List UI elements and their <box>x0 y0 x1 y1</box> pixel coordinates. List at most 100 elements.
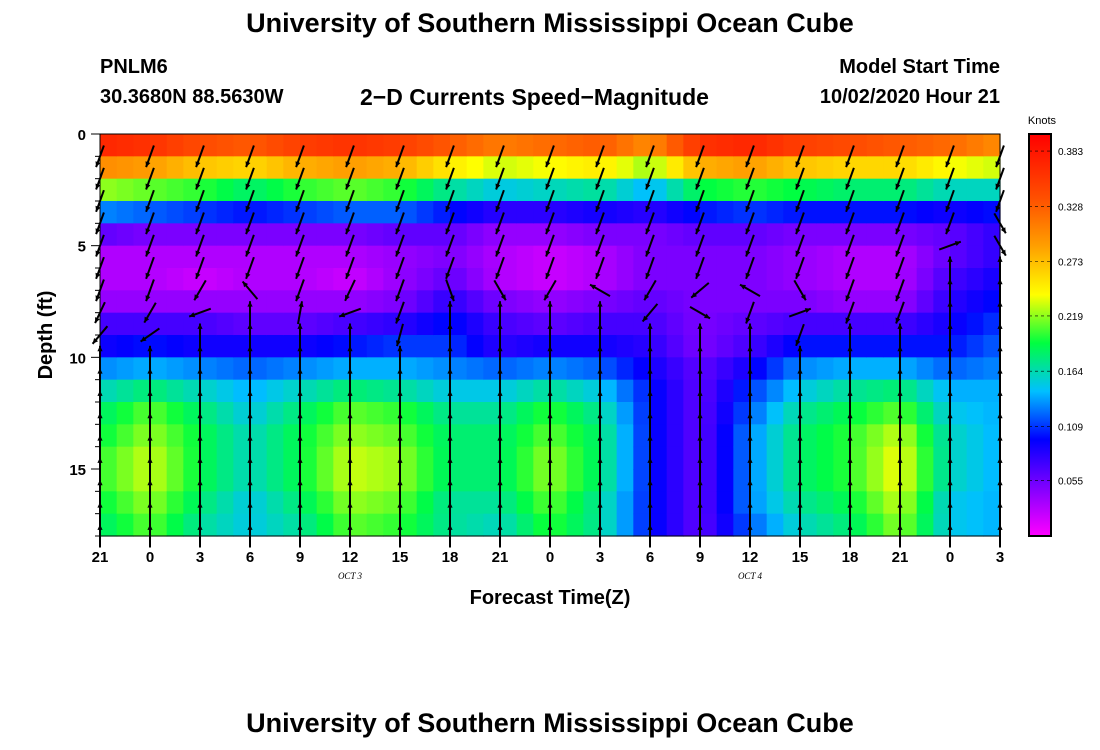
heat-cell <box>933 446 951 470</box>
heat-cell <box>350 245 368 269</box>
heat-cell <box>416 201 434 224</box>
current-arrow <box>647 457 653 481</box>
heat-cell <box>900 178 918 202</box>
current-arrow <box>597 368 603 392</box>
heat-cell <box>816 201 834 224</box>
heat-cell <box>283 402 301 425</box>
heat-cell <box>416 446 434 470</box>
current-arrow <box>295 212 305 235</box>
heat-cell <box>216 290 234 314</box>
current-arrow <box>897 502 903 526</box>
heat-cell <box>666 379 684 403</box>
heat-cell <box>666 223 684 247</box>
heat-cell <box>716 312 734 336</box>
heat-cell <box>716 469 734 492</box>
heat-cell <box>850 513 868 537</box>
current-arrow <box>545 212 555 235</box>
heat-cell <box>700 357 718 381</box>
heat-cell <box>633 513 651 537</box>
heat-cell <box>133 446 151 470</box>
heat-cell <box>850 312 868 336</box>
colorbar-label: 0.164 <box>1058 367 1083 378</box>
x-tick-label: 9 <box>696 549 704 566</box>
heat-cell <box>800 156 818 180</box>
heat-cell <box>833 335 851 358</box>
heat-cell <box>316 357 334 381</box>
heat-cell <box>350 268 368 291</box>
heat-cell <box>683 469 701 492</box>
heat-cell <box>666 513 684 537</box>
current-arrow <box>647 435 653 459</box>
heat-cell <box>800 446 818 470</box>
heat-cell <box>850 491 868 515</box>
current-arrow <box>847 435 853 459</box>
heat-cell <box>800 245 818 269</box>
heat-cell <box>733 446 751 470</box>
heat-cell <box>400 223 418 247</box>
current-arrow <box>497 345 503 369</box>
current-arrow <box>847 479 853 503</box>
heat-cell <box>800 469 818 492</box>
heat-cell <box>116 178 134 202</box>
heat-cell <box>666 312 684 336</box>
heat-cell <box>800 491 818 515</box>
heat-cell <box>433 402 451 425</box>
current-arrow <box>895 212 905 235</box>
heat-cell <box>650 312 668 336</box>
heat-cell <box>116 513 134 537</box>
heat-cell <box>400 178 418 202</box>
current-arrow <box>795 167 805 190</box>
heat-cell <box>483 357 501 381</box>
heat-cell <box>733 335 751 358</box>
heat-cell <box>566 223 584 247</box>
current-arrow <box>195 212 205 235</box>
heat-cell <box>166 491 184 515</box>
current-arrow <box>445 145 455 168</box>
heat-cell <box>766 245 784 269</box>
heat-cell <box>133 513 151 537</box>
current-arrow <box>495 189 505 213</box>
heat-cell <box>200 469 218 492</box>
heat-cell <box>550 134 568 157</box>
heat-cell <box>700 156 718 180</box>
heat-cell <box>250 513 268 537</box>
current-arrow <box>395 301 405 324</box>
heat-cell <box>983 513 1001 537</box>
heat-cell <box>833 134 851 157</box>
x-axis-title: Forecast Time(Z) <box>470 587 631 609</box>
current-arrow <box>345 145 355 168</box>
current-arrow <box>545 167 555 190</box>
heat-cell <box>550 402 568 425</box>
heat-cell <box>733 513 751 537</box>
heat-cell <box>533 446 551 470</box>
current-arrow <box>145 212 155 235</box>
heat-cell <box>366 402 384 425</box>
current-arrow <box>247 390 253 414</box>
current-arrow <box>197 345 203 369</box>
heat-cell <box>766 223 784 247</box>
heat-cell <box>350 469 368 492</box>
heat-cell <box>933 312 951 336</box>
current-arrow <box>295 145 305 168</box>
heat-cell <box>516 491 534 515</box>
current-arrow <box>295 167 305 190</box>
y-axis-title: Depth (ft) <box>35 291 57 380</box>
heat-cell <box>200 491 218 515</box>
heat-cell <box>350 491 368 515</box>
heat-cell <box>600 424 618 448</box>
heat-cell <box>616 379 634 403</box>
heat-cell <box>466 469 484 492</box>
heat-cell <box>633 424 651 448</box>
current-arrow <box>395 212 405 235</box>
current-arrow <box>447 368 453 392</box>
current-arrow <box>347 390 353 414</box>
heat-cell <box>166 156 184 180</box>
heat-cell <box>416 424 434 448</box>
heat-cell <box>116 245 134 269</box>
current-arrow <box>297 323 303 347</box>
heat-cell <box>733 379 751 403</box>
heat-cell <box>616 223 634 247</box>
heat-cell <box>500 335 518 358</box>
heat-cell <box>983 312 1001 336</box>
heat-cell <box>350 134 368 157</box>
